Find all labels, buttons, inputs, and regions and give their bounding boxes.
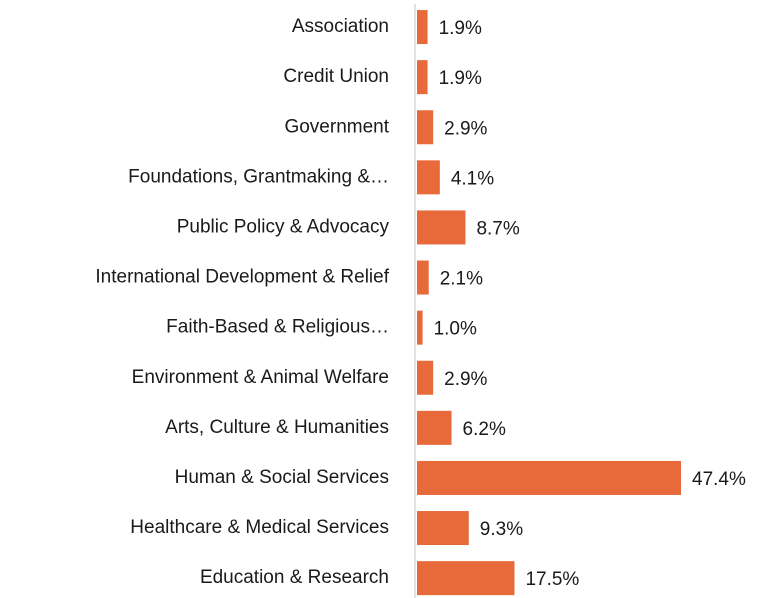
category-label: Faith-Based & Religious… [166,317,389,338]
value-label: 47.4% [692,469,746,490]
value-label: 2.9% [444,369,487,390]
category-label: Public Policy & Advocacy [177,216,390,237]
category-label: Association [292,16,389,37]
bar [417,410,452,445]
value-label: 1.9% [439,18,482,39]
bar [417,561,515,596]
bar [417,460,681,495]
bar [417,360,434,395]
category-label: International Development & Relief [95,267,389,288]
bar [417,10,428,45]
value-label: 4.1% [451,168,494,189]
value-label: 8.7% [476,218,519,239]
category-label: Government [284,116,389,137]
category-label: Arts, Culture & Humanities [165,417,389,438]
category-label: Education & Research [200,567,389,588]
bar [417,110,434,145]
bar [417,511,469,546]
value-label: 1.9% [439,68,482,89]
value-label: 2.9% [444,118,487,139]
value-label: 2.1% [440,269,483,290]
category-label: Healthcare & Medical Services [130,517,389,538]
category-label: Credit Union [283,66,389,87]
category-label: Environment & Animal Welfare [132,367,389,388]
value-label: 9.3% [480,519,523,540]
bar [417,160,440,195]
value-label: 6.2% [463,419,506,440]
category-label: Foundations, Grantmaking &… [128,166,389,187]
bar [417,60,428,95]
value-label: 17.5% [525,569,579,590]
bar [417,310,423,345]
bar [417,210,466,245]
bar [417,260,429,295]
value-label: 1.0% [434,319,477,340]
category-label: Human & Social Services [175,467,389,488]
